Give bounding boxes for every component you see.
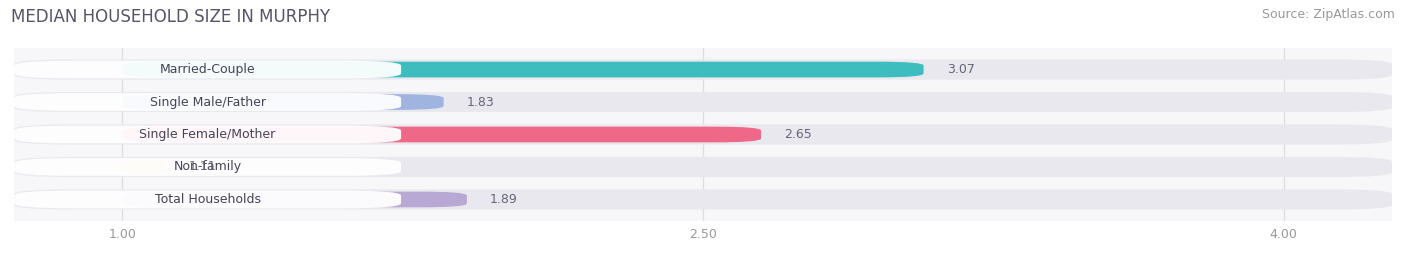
FancyBboxPatch shape (14, 189, 1392, 210)
FancyBboxPatch shape (122, 192, 467, 207)
Text: Total Households: Total Households (155, 193, 260, 206)
Text: Married-Couple: Married-Couple (160, 63, 256, 76)
FancyBboxPatch shape (122, 94, 444, 110)
Text: 2.65: 2.65 (785, 128, 813, 141)
FancyBboxPatch shape (122, 127, 761, 142)
FancyBboxPatch shape (14, 126, 401, 143)
FancyBboxPatch shape (14, 61, 401, 78)
Text: Single Female/Mother: Single Female/Mother (139, 128, 276, 141)
FancyBboxPatch shape (122, 62, 924, 77)
Text: MEDIAN HOUSEHOLD SIZE IN MURPHY: MEDIAN HOUSEHOLD SIZE IN MURPHY (11, 8, 330, 26)
FancyBboxPatch shape (14, 59, 1392, 80)
Text: 1.11: 1.11 (188, 161, 217, 174)
FancyBboxPatch shape (14, 92, 1392, 112)
Text: 1.83: 1.83 (467, 95, 495, 108)
Text: 3.07: 3.07 (946, 63, 974, 76)
Text: Single Male/Father: Single Male/Father (149, 95, 266, 108)
Text: 1.89: 1.89 (491, 193, 517, 206)
FancyBboxPatch shape (118, 159, 169, 175)
FancyBboxPatch shape (14, 93, 401, 111)
FancyBboxPatch shape (14, 125, 1392, 144)
FancyBboxPatch shape (14, 191, 401, 208)
FancyBboxPatch shape (14, 158, 401, 176)
Text: Non-family: Non-family (173, 161, 242, 174)
Text: Source: ZipAtlas.com: Source: ZipAtlas.com (1261, 8, 1395, 21)
FancyBboxPatch shape (14, 157, 1392, 177)
